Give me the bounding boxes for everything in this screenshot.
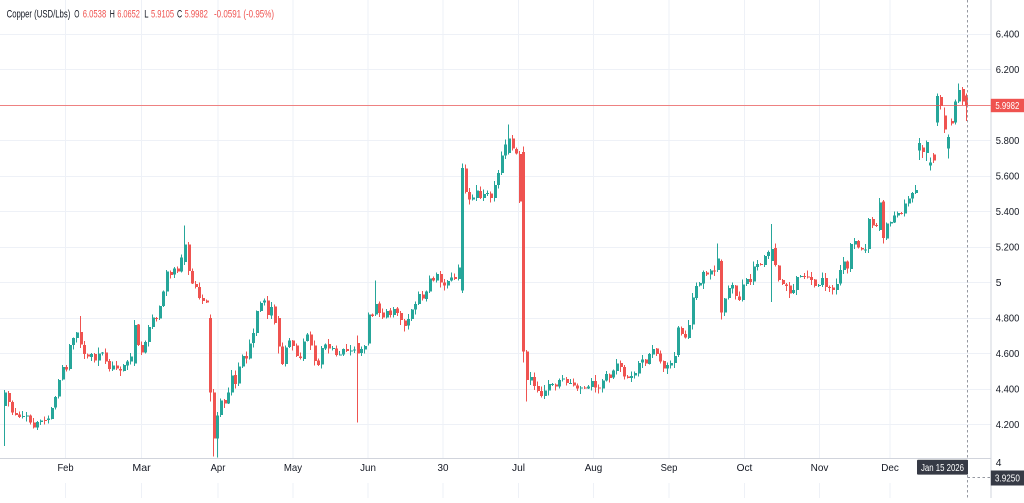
svg-text:5.9982: 5.9982	[185, 8, 208, 20]
svg-text:30: 30	[438, 463, 449, 474]
svg-text:5.400: 5.400	[996, 207, 1020, 218]
svg-text:6.0538: 6.0538	[83, 8, 106, 20]
svg-text:6.200: 6.200	[996, 65, 1020, 76]
svg-text:5.9982: 5.9982	[995, 101, 1019, 112]
svg-text:L: L	[144, 8, 148, 20]
svg-text:4.400: 4.400	[996, 385, 1020, 396]
svg-text:5.200: 5.200	[996, 243, 1020, 254]
svg-text:4.200: 4.200	[996, 420, 1020, 431]
svg-text:Jan 15 2026: Jan 15 2026	[921, 463, 964, 474]
svg-text:Aug: Aug	[585, 463, 603, 474]
svg-text:Nov: Nov	[811, 463, 830, 474]
svg-text:5.9105: 5.9105	[151, 8, 174, 20]
svg-text:C: C	[177, 8, 182, 20]
svg-text:Jun: Jun	[360, 463, 376, 474]
svg-text:3.9250: 3.9250	[995, 474, 1020, 485]
svg-text:4.600: 4.600	[996, 349, 1020, 360]
svg-text:Mar: Mar	[132, 463, 151, 474]
svg-text:Dec: Dec	[881, 463, 899, 474]
svg-text:6.0652: 6.0652	[117, 8, 140, 20]
svg-text:O: O	[74, 8, 79, 20]
svg-text:May: May	[284, 463, 303, 474]
svg-text:Sep: Sep	[661, 463, 678, 474]
svg-text:Feb: Feb	[57, 463, 73, 474]
svg-text:4: 4	[996, 458, 1002, 469]
svg-text:4.800: 4.800	[996, 314, 1020, 325]
svg-text:Oct: Oct	[737, 463, 753, 474]
svg-text:5.600: 5.600	[996, 172, 1020, 183]
svg-text:6.400: 6.400	[996, 30, 1020, 41]
svg-text:5.800: 5.800	[996, 136, 1020, 147]
svg-text:Copper (USD/Lbs): Copper (USD/Lbs)	[7, 8, 71, 20]
svg-text:Apr: Apr	[211, 463, 226, 474]
svg-text:Jul: Jul	[512, 463, 525, 474]
svg-text:H: H	[110, 8, 115, 20]
svg-text:-0.0591 (-0.95%): -0.0591 (-0.95%)	[214, 8, 274, 20]
svg-text:5: 5	[996, 278, 1002, 289]
